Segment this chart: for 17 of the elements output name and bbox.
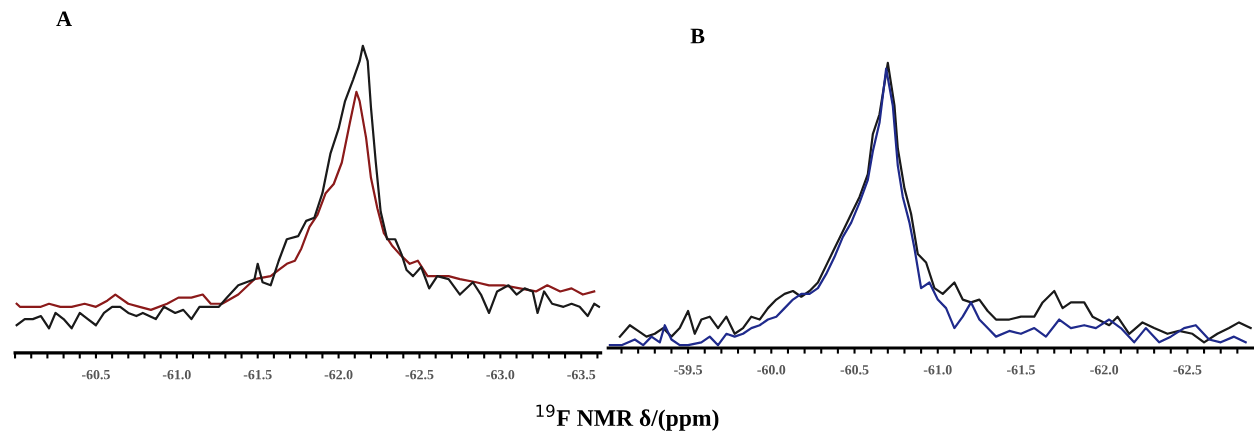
x-tick-label: -62.0	[1090, 365, 1119, 375]
x-tick-label: -62.0	[324, 369, 353, 380]
x-tick-label: -63.0	[486, 369, 515, 380]
x-tick-label: -59.5	[674, 365, 703, 375]
chart-title: A	[56, 11, 72, 27]
chart-title: B	[690, 28, 705, 44]
x-tick-label: -61.0	[162, 369, 191, 380]
x-tick-label: -62.5	[405, 369, 434, 380]
x-tick-label: -60.5	[840, 365, 869, 375]
x-tick-label: -61.5	[243, 369, 272, 380]
x-tick-label: -60.0	[757, 365, 786, 375]
x-tick-label: -60.5	[81, 369, 110, 380]
x-axis-title: $^{19}$F NMR δ/(ppm)	[536, 404, 719, 431]
x-tick-label: -61.0	[923, 365, 952, 375]
x-tick-label: -62.5	[1173, 365, 1202, 375]
x-tick-label: -63.5	[567, 369, 596, 380]
x-tick-label: -61.5	[1007, 365, 1035, 375]
